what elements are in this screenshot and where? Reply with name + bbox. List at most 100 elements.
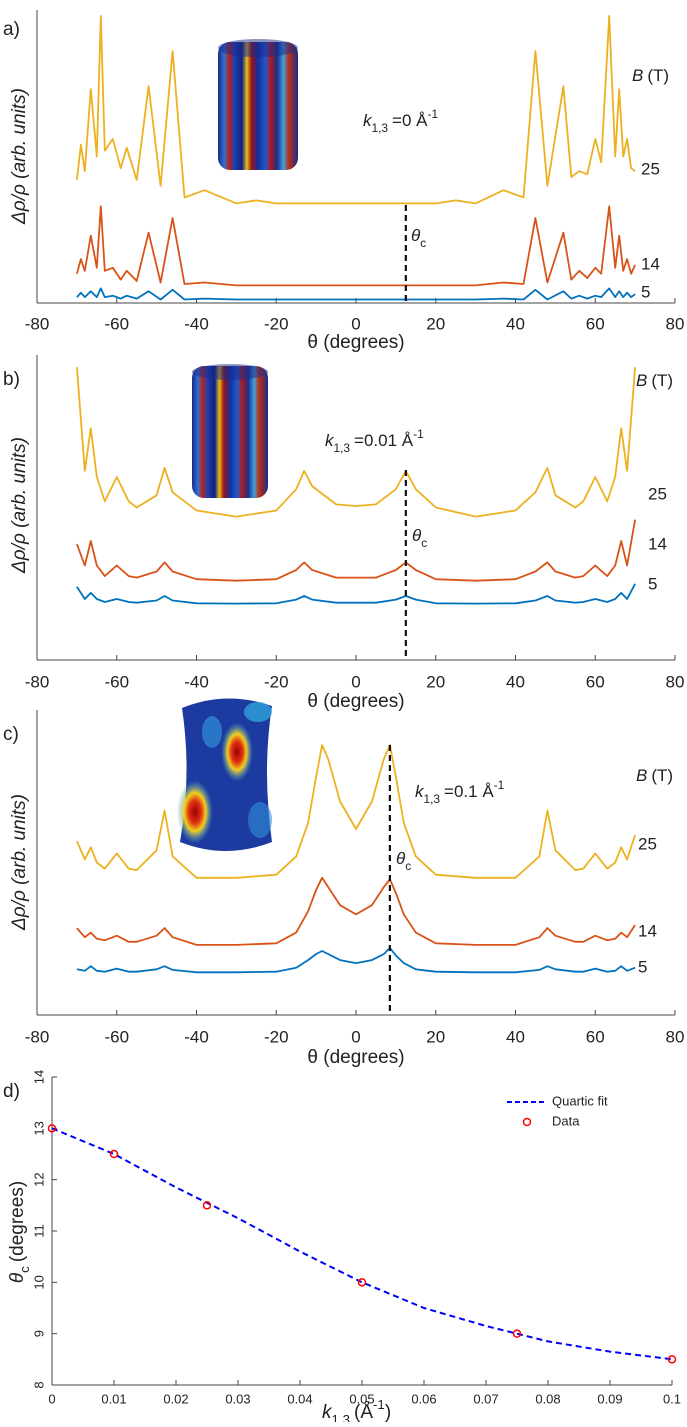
data-line (77, 520, 635, 581)
theta-c-label: θc (396, 849, 411, 873)
x-tick-label: -40 (184, 314, 209, 333)
k-annotation: k1,3=0.1 Å-1 (415, 778, 505, 806)
k-annotation-part: =0.1 Å (444, 782, 494, 801)
x-tick-label: 0.08 (535, 1391, 560, 1406)
x-tick-label: 20 (426, 672, 445, 691)
x-tick-label: 0.07 (473, 1391, 498, 1406)
x-axis-label-part: (Å (354, 1402, 373, 1422)
theta-c-label-part: c (405, 859, 411, 873)
x-tick-label: 0.09 (597, 1391, 622, 1406)
fit-line (52, 1128, 672, 1359)
series-label: 25 (648, 484, 667, 503)
x-tick-label: 0.04 (287, 1391, 312, 1406)
y-axis-label-part: c (17, 1266, 32, 1273)
data-line (77, 878, 635, 945)
k-annotation-part: =0.01 Å (354, 431, 414, 450)
x-tick-label: -60 (104, 672, 129, 691)
x-tick-label: -20 (264, 314, 289, 333)
field-label: B(T) (636, 371, 673, 390)
series-label: 25 (641, 159, 660, 178)
series-label: 14 (638, 921, 657, 940)
k-annotation-part: 1,3 (334, 441, 351, 455)
x-tick-label: 80 (666, 1027, 685, 1046)
y-axis-label: Δρ/ρ (arb. units) (9, 437, 30, 574)
x-tick-label: -40 (184, 1027, 209, 1046)
x-tick-label: -80 (25, 314, 50, 333)
data-line (77, 948, 635, 972)
k-annotation: k1,3=0.01 Å-1 (325, 427, 424, 455)
theta-c-label-part: c (421, 536, 427, 550)
x-tick-label: 0 (351, 1027, 360, 1046)
x-tick-label: 0.03 (225, 1391, 250, 1406)
x-tick-label: 20 (426, 1027, 445, 1046)
x-axis-label-part: ) (385, 1402, 391, 1422)
panel-label: b) (3, 369, 20, 390)
k-annotation-part: -1 (494, 778, 505, 792)
x-tick-label: 60 (586, 672, 605, 691)
x-tick-label: -40 (184, 672, 209, 691)
x-tick-label: -80 (25, 1027, 50, 1046)
theta-c-label-part: c (420, 236, 426, 250)
data-line (77, 745, 635, 878)
x-axis-label: θ (degrees) (307, 332, 404, 353)
inset-b (192, 364, 268, 498)
legend-label: Data (552, 1113, 580, 1128)
k-annotation-part: -1 (427, 107, 438, 121)
data-line (77, 206, 635, 285)
x-tick-label: 80 (666, 672, 685, 691)
field-label: B(T) (632, 66, 669, 85)
series-label: 25 (638, 834, 657, 853)
x-axis-label: θ (degrees) (307, 1047, 404, 1068)
x-tick-label: 0.1 (663, 1391, 681, 1406)
data-line (77, 288, 635, 299)
x-axis-label: θ (degrees) (307, 691, 404, 712)
k-annotation: k1,3=0 Å-1 (363, 107, 438, 135)
x-axis-label-part: -1 (373, 1397, 385, 1412)
theta-c-label: θc (412, 526, 427, 550)
x-tick-label: 0 (48, 1391, 55, 1406)
y-axis-label-part: (degrees) (7, 1181, 28, 1262)
x-tick-label: 0.01 (101, 1391, 126, 1406)
series-label: 5 (638, 957, 647, 976)
y-tick-label: 11 (31, 1224, 46, 1238)
x-tick-label: -20 (264, 1027, 289, 1046)
x-tick-label: -60 (104, 314, 129, 333)
x-tick-label: 40 (506, 314, 525, 333)
x-tick-label: 40 (506, 672, 525, 691)
field-label: B(T) (636, 766, 673, 785)
y-tick-label: 14 (31, 1070, 46, 1084)
field-label-part: B (636, 766, 647, 785)
series-label: 5 (648, 574, 657, 593)
legend-swatch (524, 1119, 531, 1126)
k-annotation-part: 1,3 (424, 792, 441, 806)
legend-label: Quartic fit (552, 1093, 608, 1108)
x-tick-label: 40 (506, 1027, 525, 1046)
x-tick-label: 60 (586, 1027, 605, 1046)
series-label: 5 (641, 282, 650, 301)
theta-c-label: θc (411, 226, 426, 250)
series-label: 14 (641, 254, 660, 273)
field-label-part: (T) (651, 766, 673, 785)
field-label-part: B (636, 371, 647, 390)
k-annotation-part: -1 (413, 427, 424, 441)
x-tick-label: 0 (351, 314, 360, 333)
data-point (359, 1279, 366, 1286)
inset-c (177, 698, 272, 851)
field-label-part: (T) (647, 66, 669, 85)
x-tick-label: -60 (104, 1027, 129, 1046)
field-label-part: (T) (651, 371, 673, 390)
y-tick-label: 9 (31, 1330, 46, 1337)
x-axis-label-part: 1,3 (332, 1412, 351, 1422)
page: {"chart_data": [ {"type": "line", "panel… (0, 0, 687, 1422)
inset-a (218, 39, 298, 170)
panel-label: c) (3, 724, 19, 745)
y-tick-label: 8 (31, 1381, 46, 1388)
x-tick-label: 0.02 (163, 1391, 188, 1406)
x-tick-label: 0.06 (411, 1391, 436, 1406)
data-line (77, 584, 635, 604)
x-tick-label: -20 (264, 672, 289, 691)
panel-label: a) (3, 19, 20, 40)
panel-label: d) (3, 1081, 20, 1102)
y-axis-label: Δρ/ρ (arb. units) (9, 794, 30, 931)
field-label-part: B (632, 66, 643, 85)
